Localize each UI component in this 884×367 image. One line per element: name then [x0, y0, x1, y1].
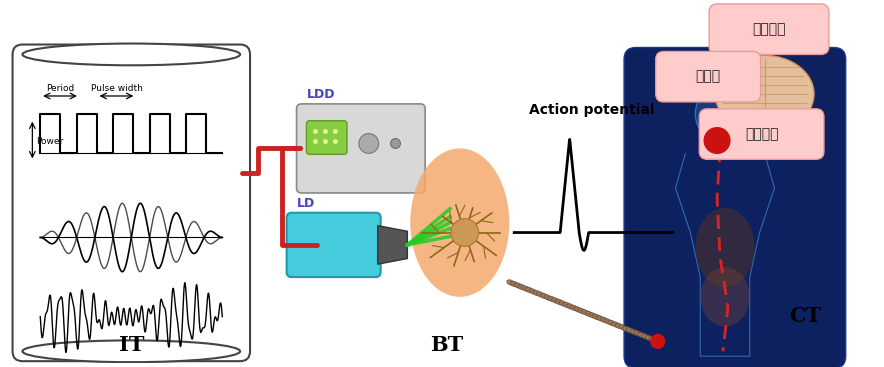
Ellipse shape: [570, 305, 578, 311]
Text: 간지러움: 간지러움: [745, 127, 778, 141]
Ellipse shape: [608, 320, 615, 326]
Polygon shape: [377, 226, 408, 264]
Ellipse shape: [619, 325, 627, 330]
Ellipse shape: [574, 307, 582, 312]
Text: 따뜻함: 따뜻함: [696, 70, 720, 84]
Ellipse shape: [593, 314, 600, 320]
Text: Action potential: Action potential: [530, 103, 654, 117]
Ellipse shape: [582, 310, 589, 315]
Ellipse shape: [22, 340, 240, 362]
Ellipse shape: [589, 313, 597, 318]
Ellipse shape: [700, 267, 750, 327]
Ellipse shape: [545, 295, 552, 300]
Ellipse shape: [642, 334, 649, 339]
Ellipse shape: [507, 280, 514, 285]
Ellipse shape: [533, 290, 540, 296]
Circle shape: [391, 138, 400, 148]
FancyBboxPatch shape: [307, 121, 347, 155]
Ellipse shape: [627, 328, 634, 333]
Ellipse shape: [585, 311, 593, 317]
Circle shape: [651, 334, 665, 348]
Ellipse shape: [715, 55, 814, 132]
Ellipse shape: [649, 337, 657, 342]
FancyBboxPatch shape: [656, 51, 760, 102]
Text: CT: CT: [789, 306, 821, 326]
Text: BT: BT: [430, 335, 463, 355]
Ellipse shape: [537, 292, 545, 297]
Ellipse shape: [518, 284, 526, 290]
Ellipse shape: [615, 323, 623, 328]
Ellipse shape: [634, 331, 642, 336]
Circle shape: [696, 84, 755, 143]
FancyBboxPatch shape: [12, 44, 250, 361]
FancyBboxPatch shape: [699, 109, 824, 159]
Ellipse shape: [525, 287, 533, 293]
Ellipse shape: [410, 148, 509, 297]
Ellipse shape: [600, 317, 608, 323]
Ellipse shape: [578, 308, 585, 314]
Circle shape: [705, 128, 730, 153]
Circle shape: [359, 134, 378, 153]
Ellipse shape: [563, 302, 570, 308]
Ellipse shape: [510, 281, 518, 287]
Ellipse shape: [522, 286, 530, 291]
FancyBboxPatch shape: [286, 213, 381, 277]
Text: IT: IT: [118, 335, 144, 355]
Ellipse shape: [696, 208, 755, 287]
Ellipse shape: [514, 283, 522, 288]
Ellipse shape: [622, 326, 630, 332]
Text: LDD: LDD: [307, 88, 335, 101]
Ellipse shape: [548, 296, 555, 302]
Ellipse shape: [630, 329, 637, 335]
Ellipse shape: [530, 289, 537, 294]
FancyBboxPatch shape: [709, 4, 829, 54]
Ellipse shape: [652, 338, 660, 344]
Ellipse shape: [645, 335, 652, 341]
FancyBboxPatch shape: [624, 47, 846, 367]
Ellipse shape: [612, 322, 619, 327]
Ellipse shape: [597, 316, 604, 321]
Ellipse shape: [604, 319, 612, 324]
Ellipse shape: [552, 298, 560, 303]
Ellipse shape: [560, 301, 567, 306]
Ellipse shape: [637, 332, 645, 338]
Ellipse shape: [567, 304, 575, 309]
Ellipse shape: [22, 44, 240, 65]
Text: Pulse width: Pulse width: [90, 84, 142, 93]
Text: 부드러움: 부드러움: [752, 22, 786, 36]
Ellipse shape: [555, 299, 563, 305]
Text: LD: LD: [296, 197, 315, 210]
Ellipse shape: [540, 293, 548, 299]
Text: Power: Power: [36, 137, 64, 146]
FancyBboxPatch shape: [296, 104, 425, 193]
Text: Period: Period: [46, 84, 74, 93]
Circle shape: [451, 219, 478, 246]
